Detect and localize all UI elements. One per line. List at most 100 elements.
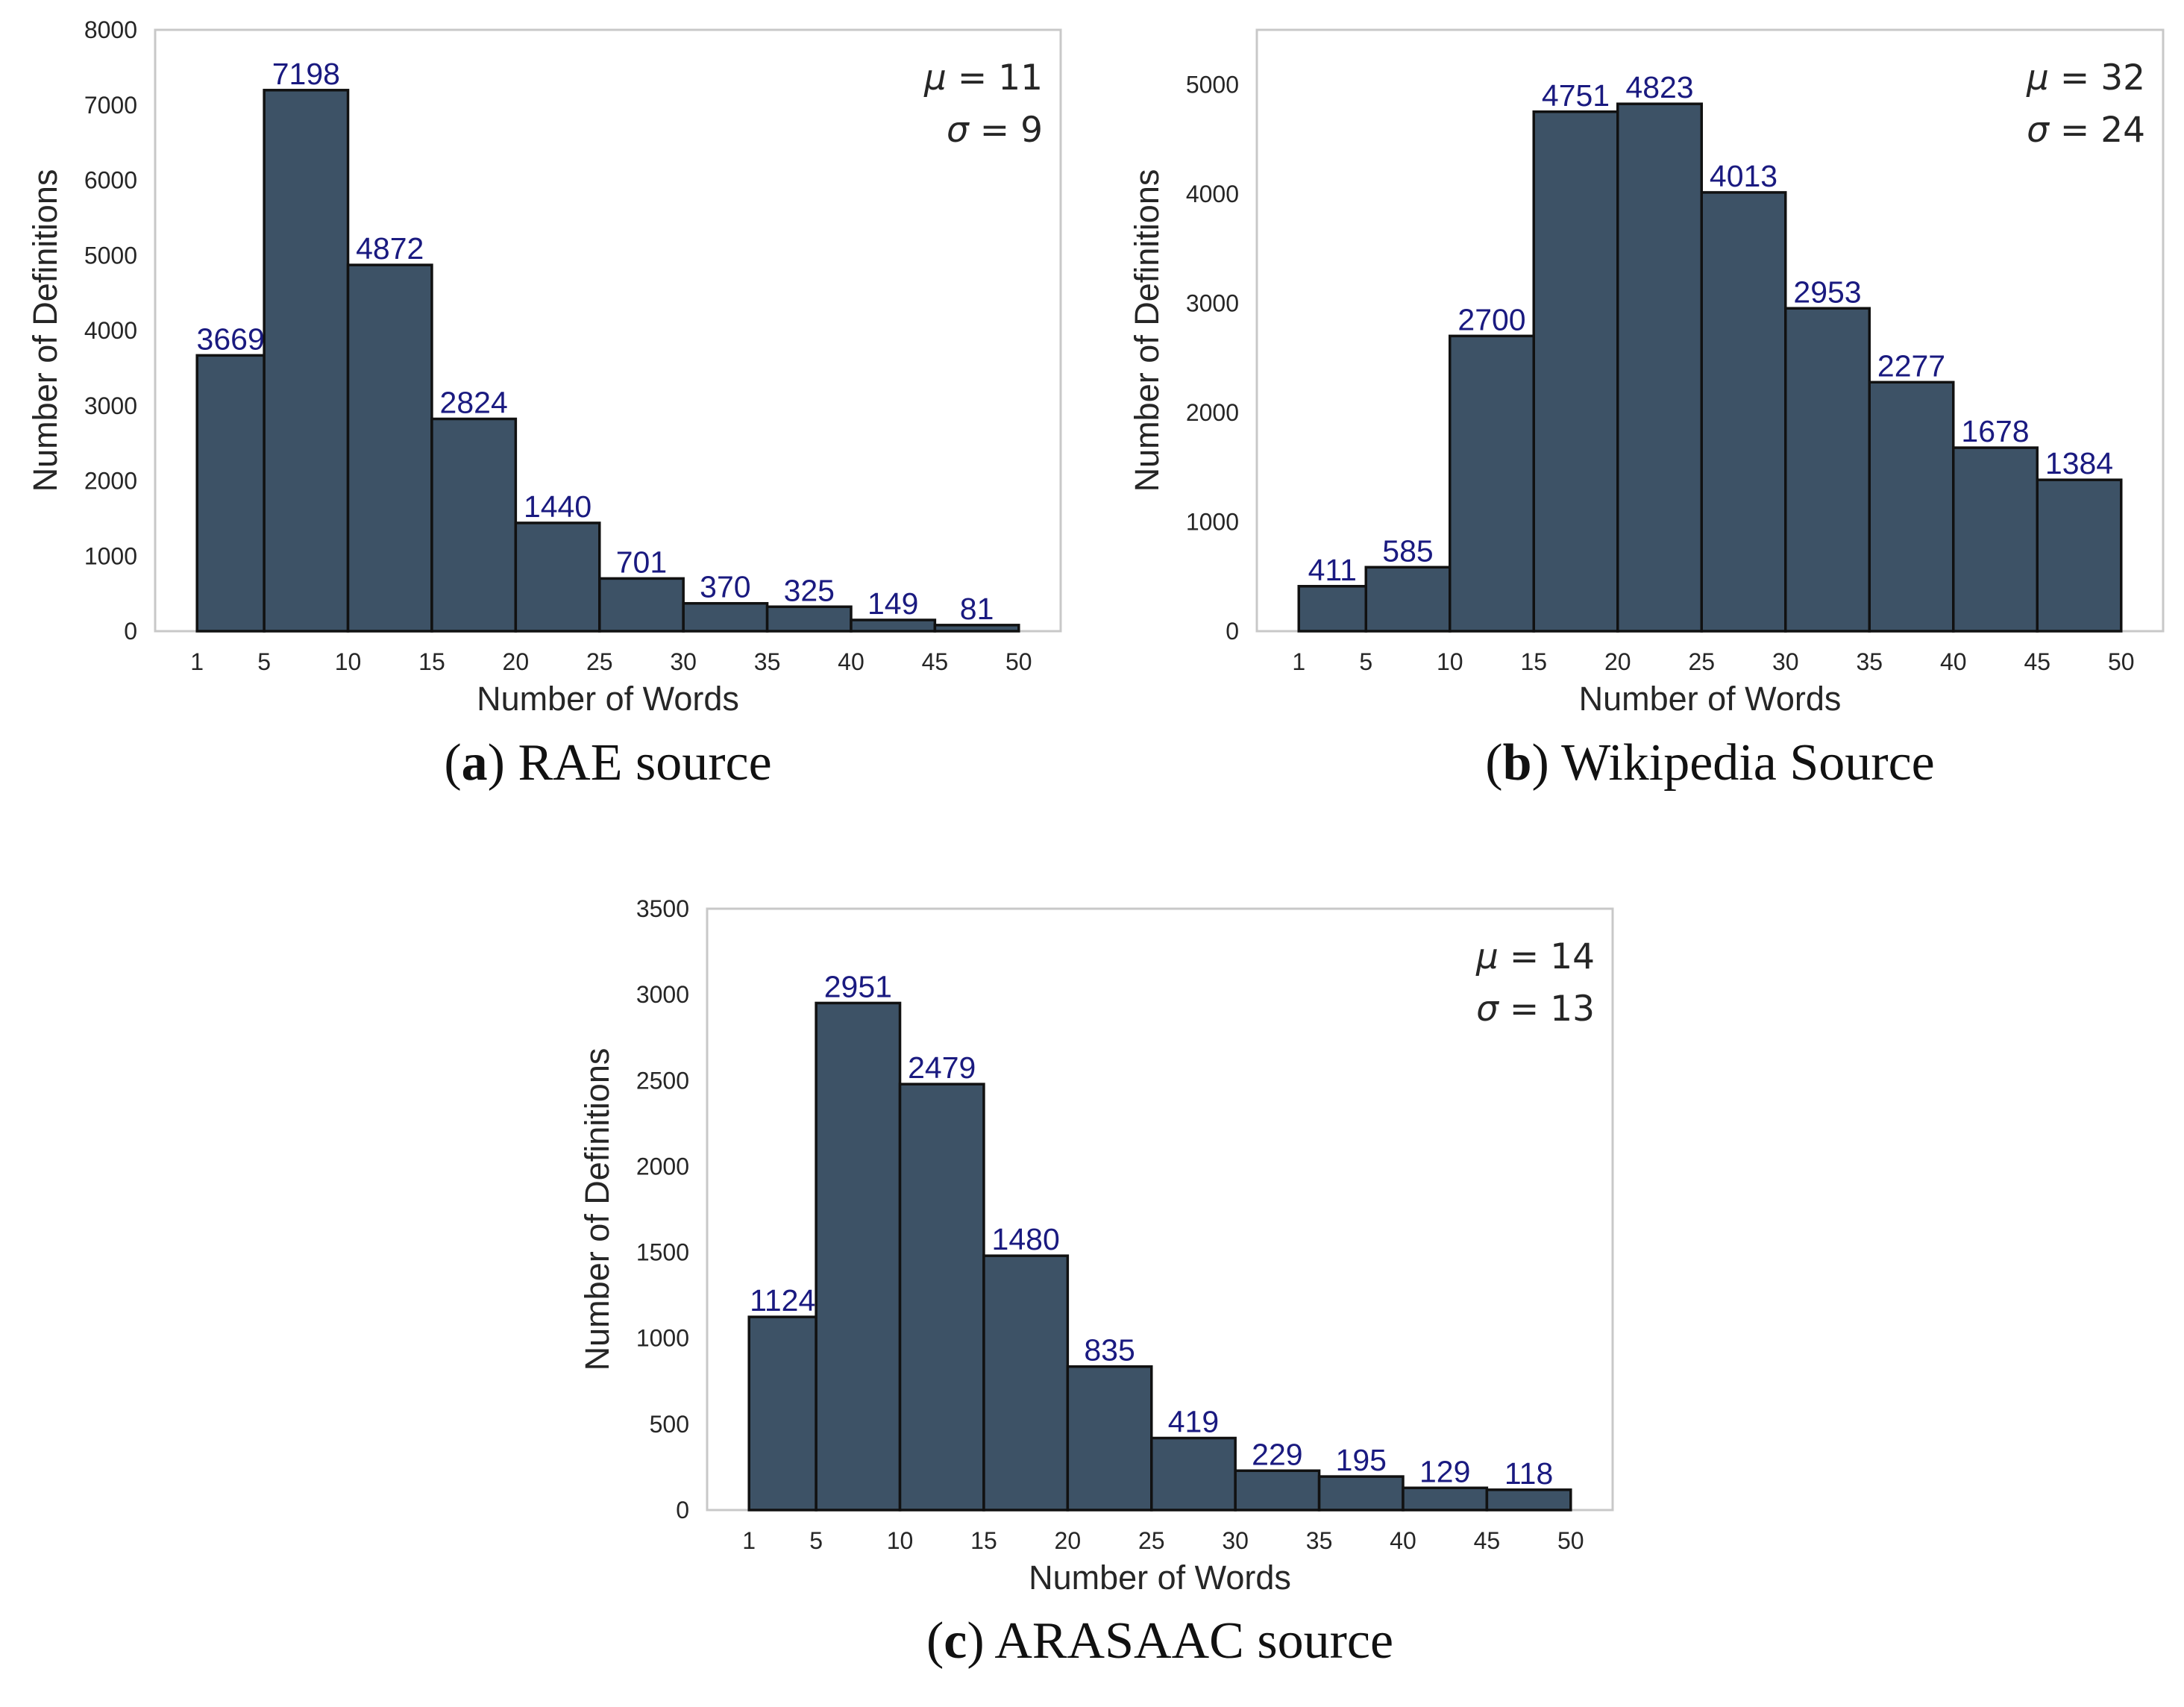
mu-equals: = xyxy=(947,57,998,98)
histogram-bar xyxy=(747,1315,818,1512)
x-tick-label: 45 xyxy=(1474,1527,1501,1554)
y-tick-label: 7000 xyxy=(84,92,137,119)
x-tick-label: 20 xyxy=(503,648,530,675)
y-tick-label: 3000 xyxy=(1186,289,1239,316)
x-tick-label: 40 xyxy=(838,648,865,675)
x-tick-label: 50 xyxy=(1005,648,1032,675)
y-axis-title: Number of Definitions xyxy=(26,169,64,492)
x-tick-label: 35 xyxy=(754,648,781,675)
y-tick-label: 2000 xyxy=(84,468,137,495)
bar-value-label: 1124 xyxy=(750,1283,815,1318)
bar-value-label: 2824 xyxy=(440,385,508,419)
std-annotation: σ = 13 xyxy=(1476,989,1595,1030)
histogram-bar xyxy=(1297,585,1367,633)
histogram-bar xyxy=(514,522,601,633)
mean-annotation: μ = 11 xyxy=(923,57,1043,98)
x-tick-label: 45 xyxy=(922,648,949,675)
histogram-bar xyxy=(346,263,433,633)
caption-letter: a xyxy=(462,734,488,792)
histogram-bar xyxy=(933,624,1020,633)
bar-value-label: 1384 xyxy=(2045,446,2113,480)
y-tick-label: 4000 xyxy=(1186,181,1239,207)
y-tick-label: 1000 xyxy=(1186,508,1239,535)
sigma-equals: = xyxy=(969,110,1020,151)
histogram-bar xyxy=(1449,334,1535,633)
x-tick-label: 20 xyxy=(1604,648,1631,675)
caption-text: ARASAAC source xyxy=(994,1612,1393,1670)
histogram-bar xyxy=(1317,1475,1405,1512)
subfigure-caption: (c) ARASAAC source xyxy=(926,1612,1393,1670)
mean-annotation: μ = 32 xyxy=(2026,57,2145,98)
caption-letter: c xyxy=(944,1612,967,1670)
histogram-bar xyxy=(2036,478,2123,633)
x-tick-label: 1 xyxy=(1292,648,1305,675)
bar-value-label: 419 xyxy=(1168,1405,1219,1439)
caption-paren-open: ( xyxy=(926,1612,944,1670)
mu-value: 32 xyxy=(2100,57,2145,98)
bar-value-label: 229 xyxy=(1252,1437,1302,1471)
mu-symbol: μ xyxy=(2026,57,2049,98)
std-annotation: σ = 24 xyxy=(2027,110,2145,151)
x-tick-label: 10 xyxy=(335,648,362,675)
chart-panel-b: 411 585 2700 4751 4823 4013 2953 2277 1678 1384 0 1… xyxy=(1128,28,2165,792)
histogram-bar xyxy=(1234,1469,1321,1512)
histogram-bar xyxy=(263,89,350,633)
sigma-value: 24 xyxy=(2100,110,2145,151)
subfigure-caption: (a) RAE source xyxy=(444,734,771,792)
caption-letter: b xyxy=(1503,734,1532,792)
histogram-bar xyxy=(1952,446,2039,633)
y-tick-label: 3000 xyxy=(84,392,137,419)
bar-value-label: 195 xyxy=(1336,1443,1387,1477)
y-tick-label: 2000 xyxy=(1186,399,1239,426)
sigma-symbol: σ xyxy=(2027,110,2050,151)
sigma-symbol: σ xyxy=(1476,989,1499,1030)
bar-value-label: 325 xyxy=(784,573,835,607)
y-tick-label: 3000 xyxy=(636,981,689,1008)
histogram-bar xyxy=(1402,1486,1489,1512)
histogram-bar xyxy=(815,1001,902,1512)
bar-value-label: 2277 xyxy=(1877,348,1945,383)
mu-symbol: μ xyxy=(923,57,947,98)
sigma-equals: = xyxy=(2049,110,2100,151)
std-annotation: σ = 9 xyxy=(947,110,1043,151)
bar-value-label: 129 xyxy=(1419,1454,1470,1488)
mu-symbol: μ xyxy=(1475,936,1499,977)
x-tick-label: 35 xyxy=(1856,648,1883,675)
histogram-bar xyxy=(598,577,685,633)
y-tick-label: 1500 xyxy=(636,1239,689,1266)
bar-value-label: 1480 xyxy=(992,1222,1060,1256)
x-tick-label: 10 xyxy=(1437,648,1463,675)
x-tick-label: 5 xyxy=(809,1527,823,1554)
x-axis-title: Number of Words xyxy=(1579,680,1842,718)
histogram-bar xyxy=(195,354,266,633)
sigma-value: 9 xyxy=(1020,110,1043,151)
x-tick-label: 30 xyxy=(1772,648,1799,675)
mean-annotation: μ = 14 xyxy=(1475,936,1595,977)
x-tick-label: 35 xyxy=(1306,1527,1333,1554)
mu-value: 11 xyxy=(998,57,1043,98)
bar-value-label: 118 xyxy=(1504,1456,1553,1491)
x-tick-label: 50 xyxy=(1557,1527,1584,1554)
x-tick-label: 15 xyxy=(1520,648,1547,675)
bar-value-label: 2951 xyxy=(824,969,892,1003)
x-tick-label: 10 xyxy=(887,1527,914,1554)
caption-paren-open: ( xyxy=(444,734,461,792)
y-tick-label: 1000 xyxy=(636,1325,689,1352)
x-tick-label: 45 xyxy=(2024,648,2050,675)
histogram-bar xyxy=(1616,102,1703,633)
histogram-bar xyxy=(1066,1365,1153,1512)
bar-value-label: 149 xyxy=(867,586,918,621)
bar-value-label: 411 xyxy=(1308,553,1357,587)
caption-paren-close: ) xyxy=(1532,734,1562,792)
y-tick-label: 2000 xyxy=(636,1153,689,1180)
mu-value: 14 xyxy=(1550,936,1595,977)
bar-value-label: 4751 xyxy=(1542,78,1610,113)
x-tick-label: 50 xyxy=(2108,648,2135,675)
sigma-symbol: σ xyxy=(947,110,970,151)
bar-value-label: 2479 xyxy=(908,1050,976,1085)
y-tick-label: 500 xyxy=(650,1411,689,1438)
histogram-bar xyxy=(1784,307,1871,633)
x-tick-label: 40 xyxy=(1390,1527,1416,1554)
x-tick-label: 25 xyxy=(1138,1527,1165,1554)
histogram-bar xyxy=(850,618,937,633)
